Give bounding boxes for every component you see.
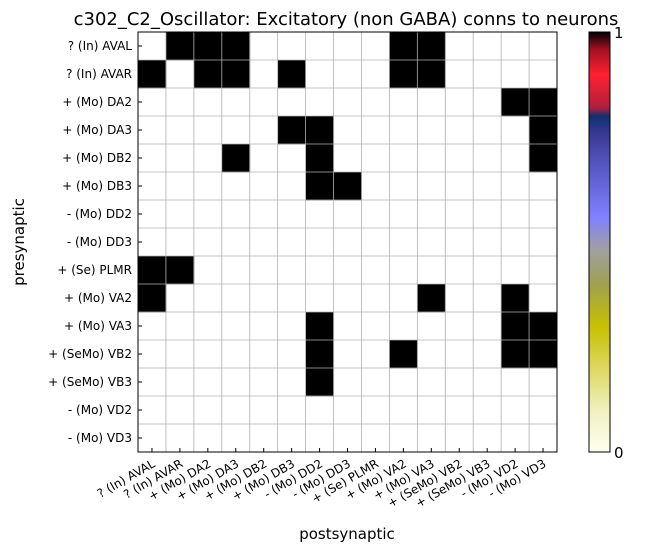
heatmap-cells	[138, 32, 558, 397]
y-tick-label: - (Mo) VD2	[68, 403, 132, 417]
heatmap-cell	[221, 144, 251, 173]
heatmap-cell	[389, 340, 418, 369]
y-tick-label: + (Mo) DA3	[62, 123, 132, 137]
heatmap-cell	[138, 60, 167, 89]
x-tick-labels: ? (In) AVAL? (In) AVAR+ (Mo) DA2+ (Mo) D…	[95, 448, 549, 511]
heatmap-cell	[529, 340, 558, 369]
heatmap-cell	[277, 60, 306, 89]
heatmap-cell	[193, 60, 223, 89]
heatmap-cell	[333, 172, 362, 201]
y-tick-label: + (Mo) VA2	[64, 291, 132, 305]
grid-lines	[138, 32, 557, 452]
heatmap-cell	[389, 32, 418, 61]
heatmap-cell	[138, 284, 167, 313]
y-tick-label: ? (In) AVAL	[68, 39, 133, 53]
heatmap-cell	[529, 312, 558, 341]
heatmap-cell	[501, 312, 530, 341]
y-tick-label: + (Mo) DB2	[62, 151, 132, 165]
heatmap-cell	[529, 116, 558, 145]
y-tick-label: + (Mo) DA2	[62, 95, 132, 109]
heatmap-cell	[165, 32, 195, 61]
heatmap-cell	[417, 32, 446, 61]
heatmap-cell	[417, 60, 446, 89]
heatmap-cell	[305, 312, 334, 341]
x-axis-label: postsynaptic	[299, 525, 395, 543]
heatmap-cell	[389, 60, 418, 89]
heatmap-cell	[529, 88, 558, 117]
y-tick-label: - (Mo) DD3	[67, 235, 132, 249]
y-tick-label: + (Mo) VA3	[64, 319, 132, 333]
heatmap-cell	[221, 60, 251, 89]
y-tick-label: + (Se) PLMR	[57, 263, 132, 277]
heatmap-cell	[501, 340, 530, 369]
y-tick-label: - (Mo) DD2	[67, 207, 132, 221]
y-axis-label: presynaptic	[10, 198, 28, 286]
heatmap-cell	[277, 116, 306, 145]
heatmap-cell	[529, 144, 558, 173]
y-tick-label: + (SeMo) VB2	[48, 347, 132, 361]
plot-background	[138, 32, 557, 452]
colorbar: 1 0	[588, 24, 624, 462]
heatmap-cell	[501, 88, 530, 117]
heatmap-cell	[138, 256, 167, 285]
y-tick-label: + (SeMo) VB3	[48, 375, 132, 389]
heatmap-cell	[305, 116, 334, 145]
heatmap-cell	[221, 32, 251, 61]
heatmap-cell	[501, 284, 530, 313]
heatmap-cell	[417, 284, 446, 313]
y-tick-labels: ? (In) AVAL ? (In) AVAR + (Mo) DA2 + (Mo) D…	[48, 39, 142, 445]
y-tick-label: - (Mo) VD3	[68, 431, 132, 445]
y-tick-label: ? (In) AVAR	[66, 67, 132, 81]
chart-title: c302_C2_Oscillator: Excitatory (non GABA…	[74, 9, 619, 30]
heatmap-cell	[305, 144, 334, 173]
heatmap-cell	[193, 32, 223, 61]
colorbar-gradient	[588, 31, 611, 453]
heatmap-cell	[165, 256, 195, 285]
colorbar-tick-min: 0	[614, 444, 624, 462]
heatmap-cell	[305, 368, 334, 397]
heatmap-cell	[305, 172, 334, 201]
colorbar-tick-max: 1	[614, 24, 624, 42]
heatmap-cell	[305, 340, 334, 369]
y-tick-label: + (Mo) DB3	[62, 179, 132, 193]
plot-area: ? (In) AVAL ? (In) AVAR + (Mo) DA2 + (Mo) D…	[48, 31, 558, 511]
